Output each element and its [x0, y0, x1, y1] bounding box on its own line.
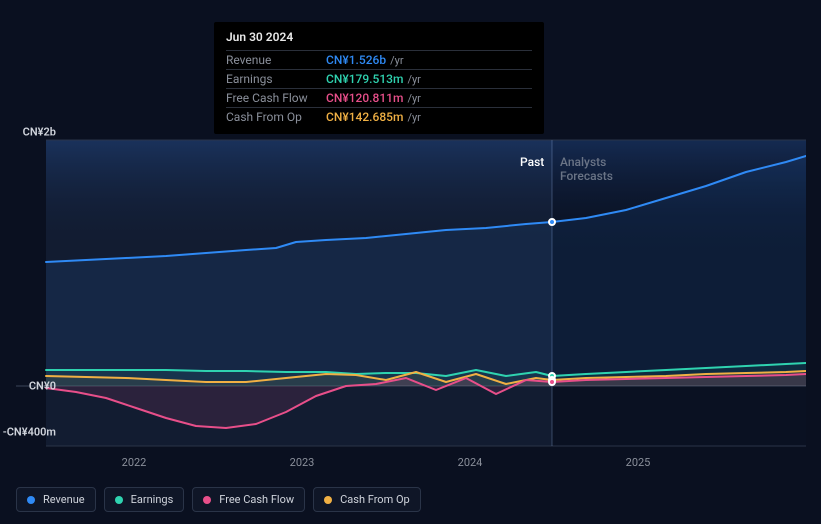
- y-axis-label: CN¥0: [0, 380, 56, 393]
- legend-label: Cash From Op: [340, 493, 410, 506]
- tooltip-metric-value: CN¥1.526b: [326, 53, 386, 67]
- legend-label: Revenue: [43, 493, 85, 506]
- forecast-label: Analysts Forecasts: [560, 155, 613, 183]
- tooltip-row: Free Cash FlowCN¥120.811m/yr: [226, 88, 532, 107]
- legend-item[interactable]: Cash From Op: [313, 487, 421, 512]
- tooltip-metric-label: Revenue: [226, 53, 326, 67]
- legend-item[interactable]: Earnings: [104, 487, 185, 512]
- chart-canvas: [16, 120, 806, 476]
- x-axis-label: 2025: [626, 456, 651, 469]
- x-axis-label: 2023: [290, 456, 315, 469]
- legend-dot-icon: [324, 496, 332, 504]
- tooltip-metric-value: CN¥120.811m: [326, 91, 403, 105]
- legend-dot-icon: [203, 496, 211, 504]
- x-axis-label: 2022: [122, 456, 147, 469]
- legend-dot-icon: [27, 496, 35, 504]
- tooltip-metric-value: CN¥179.513m: [326, 72, 403, 86]
- y-axis-label: -CN¥400m: [0, 426, 56, 439]
- tooltip-row: EarningsCN¥179.513m/yr: [226, 69, 532, 88]
- legend-dot-icon: [115, 496, 123, 504]
- tooltip-metric-label: Earnings: [226, 72, 326, 86]
- y-axis-label: CN¥2b: [0, 126, 56, 139]
- legend: Revenue Earnings Free Cash Flow Cash From O…: [16, 487, 421, 512]
- tooltip: Jun 30 2024 RevenueCN¥1.526b/yrEarningsC…: [214, 22, 544, 134]
- tooltip-metric-suffix: /yr: [390, 54, 403, 67]
- data-point-marker: [548, 218, 556, 226]
- tooltip-row: RevenueCN¥1.526b/yr: [226, 50, 532, 69]
- legend-label: Free Cash Flow: [219, 493, 294, 506]
- data-point-marker: [548, 378, 556, 386]
- past-label: Past: [520, 155, 544, 169]
- legend-item[interactable]: Free Cash Flow: [192, 487, 305, 512]
- legend-label: Earnings: [131, 493, 174, 506]
- tooltip-date: Jun 30 2024: [226, 30, 532, 50]
- tooltip-metric-label: Free Cash Flow: [226, 91, 326, 105]
- tooltip-metric-suffix: /yr: [407, 73, 420, 86]
- x-axis-label: 2024: [458, 456, 483, 469]
- tooltip-metric-suffix: /yr: [407, 92, 420, 105]
- legend-item[interactable]: Revenue: [16, 487, 96, 512]
